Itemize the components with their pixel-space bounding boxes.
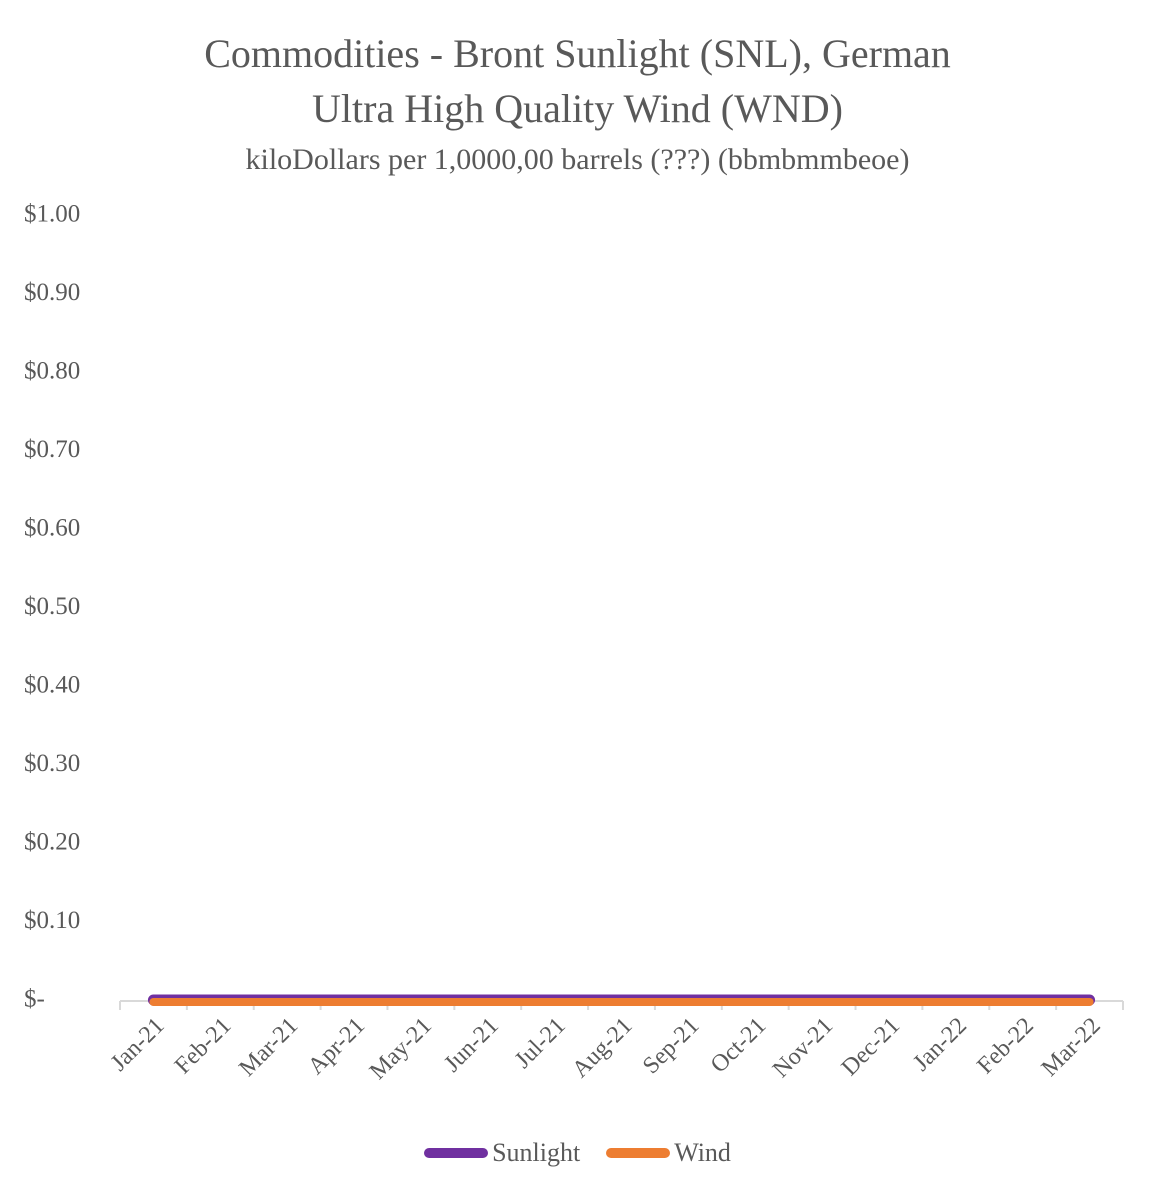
y-tick-label: $0.70: [24, 436, 80, 463]
y-tick-label: $1.00: [24, 201, 80, 228]
legend-item-sunlight[interactable]: Sunlight: [424, 1138, 580, 1168]
x-tick-label: Mar-21: [234, 1013, 303, 1082]
x-tick-label: Jul-21: [510, 1013, 571, 1074]
x-tick-label: Apr-21: [303, 1013, 370, 1080]
legend-label-wind: Wind: [674, 1138, 731, 1167]
x-tick-label: Jun-21: [439, 1013, 504, 1078]
x-tick-label: Feb-22: [972, 1013, 1038, 1079]
x-tick-label: Nov-21: [768, 1013, 838, 1083]
y-tick-label: $0.30: [24, 750, 80, 777]
y-tick-label: $0.50: [24, 593, 80, 620]
x-tick-label: Jan-22: [908, 1013, 972, 1077]
chart-subtitle: kiloDollars per 1,0000,00 barrels (???) …: [245, 143, 910, 176]
x-tick-label: Sep-21: [638, 1013, 704, 1079]
x-tick-label: May-21: [365, 1013, 437, 1085]
x-tick-label: Jan-21: [106, 1013, 170, 1077]
x-tick-label: Dec-21: [837, 1013, 905, 1081]
legend-label-sunlight: Sunlight: [492, 1138, 581, 1167]
y-tick-label: $0.80: [24, 358, 80, 385]
x-tick-label: Mar-22: [1037, 1013, 1106, 1082]
chart-title: Commodities - Bront Sunlight (SNL), Germ…: [0, 26, 1155, 136]
y-tick-label: $0.10: [24, 907, 80, 934]
y-tick-label: $0.90: [24, 279, 80, 306]
legend-swatch-wind: [606, 1148, 671, 1158]
chart-title-line-1: Commodities - Bront Sunlight (SNL), Germ…: [204, 31, 951, 76]
y-tick-label: $0.60: [24, 515, 80, 542]
y-tick-label: $0.20: [24, 829, 80, 856]
x-tick-label: Aug-21: [567, 1013, 637, 1083]
legend-item-wind[interactable]: Wind: [606, 1138, 731, 1168]
x-tick-label: Oct-21: [706, 1013, 772, 1079]
y-tick-label: $0.40: [24, 672, 80, 699]
chart-title-line-2: Ultra High Quality Wind (WND): [312, 86, 843, 131]
x-tick-label: Feb-21: [170, 1013, 236, 1079]
chart-legend: Sunlight Wind: [0, 1138, 1155, 1168]
legend-swatch-sunlight: [424, 1148, 489, 1158]
y-tick-label: $-: [24, 986, 45, 1013]
